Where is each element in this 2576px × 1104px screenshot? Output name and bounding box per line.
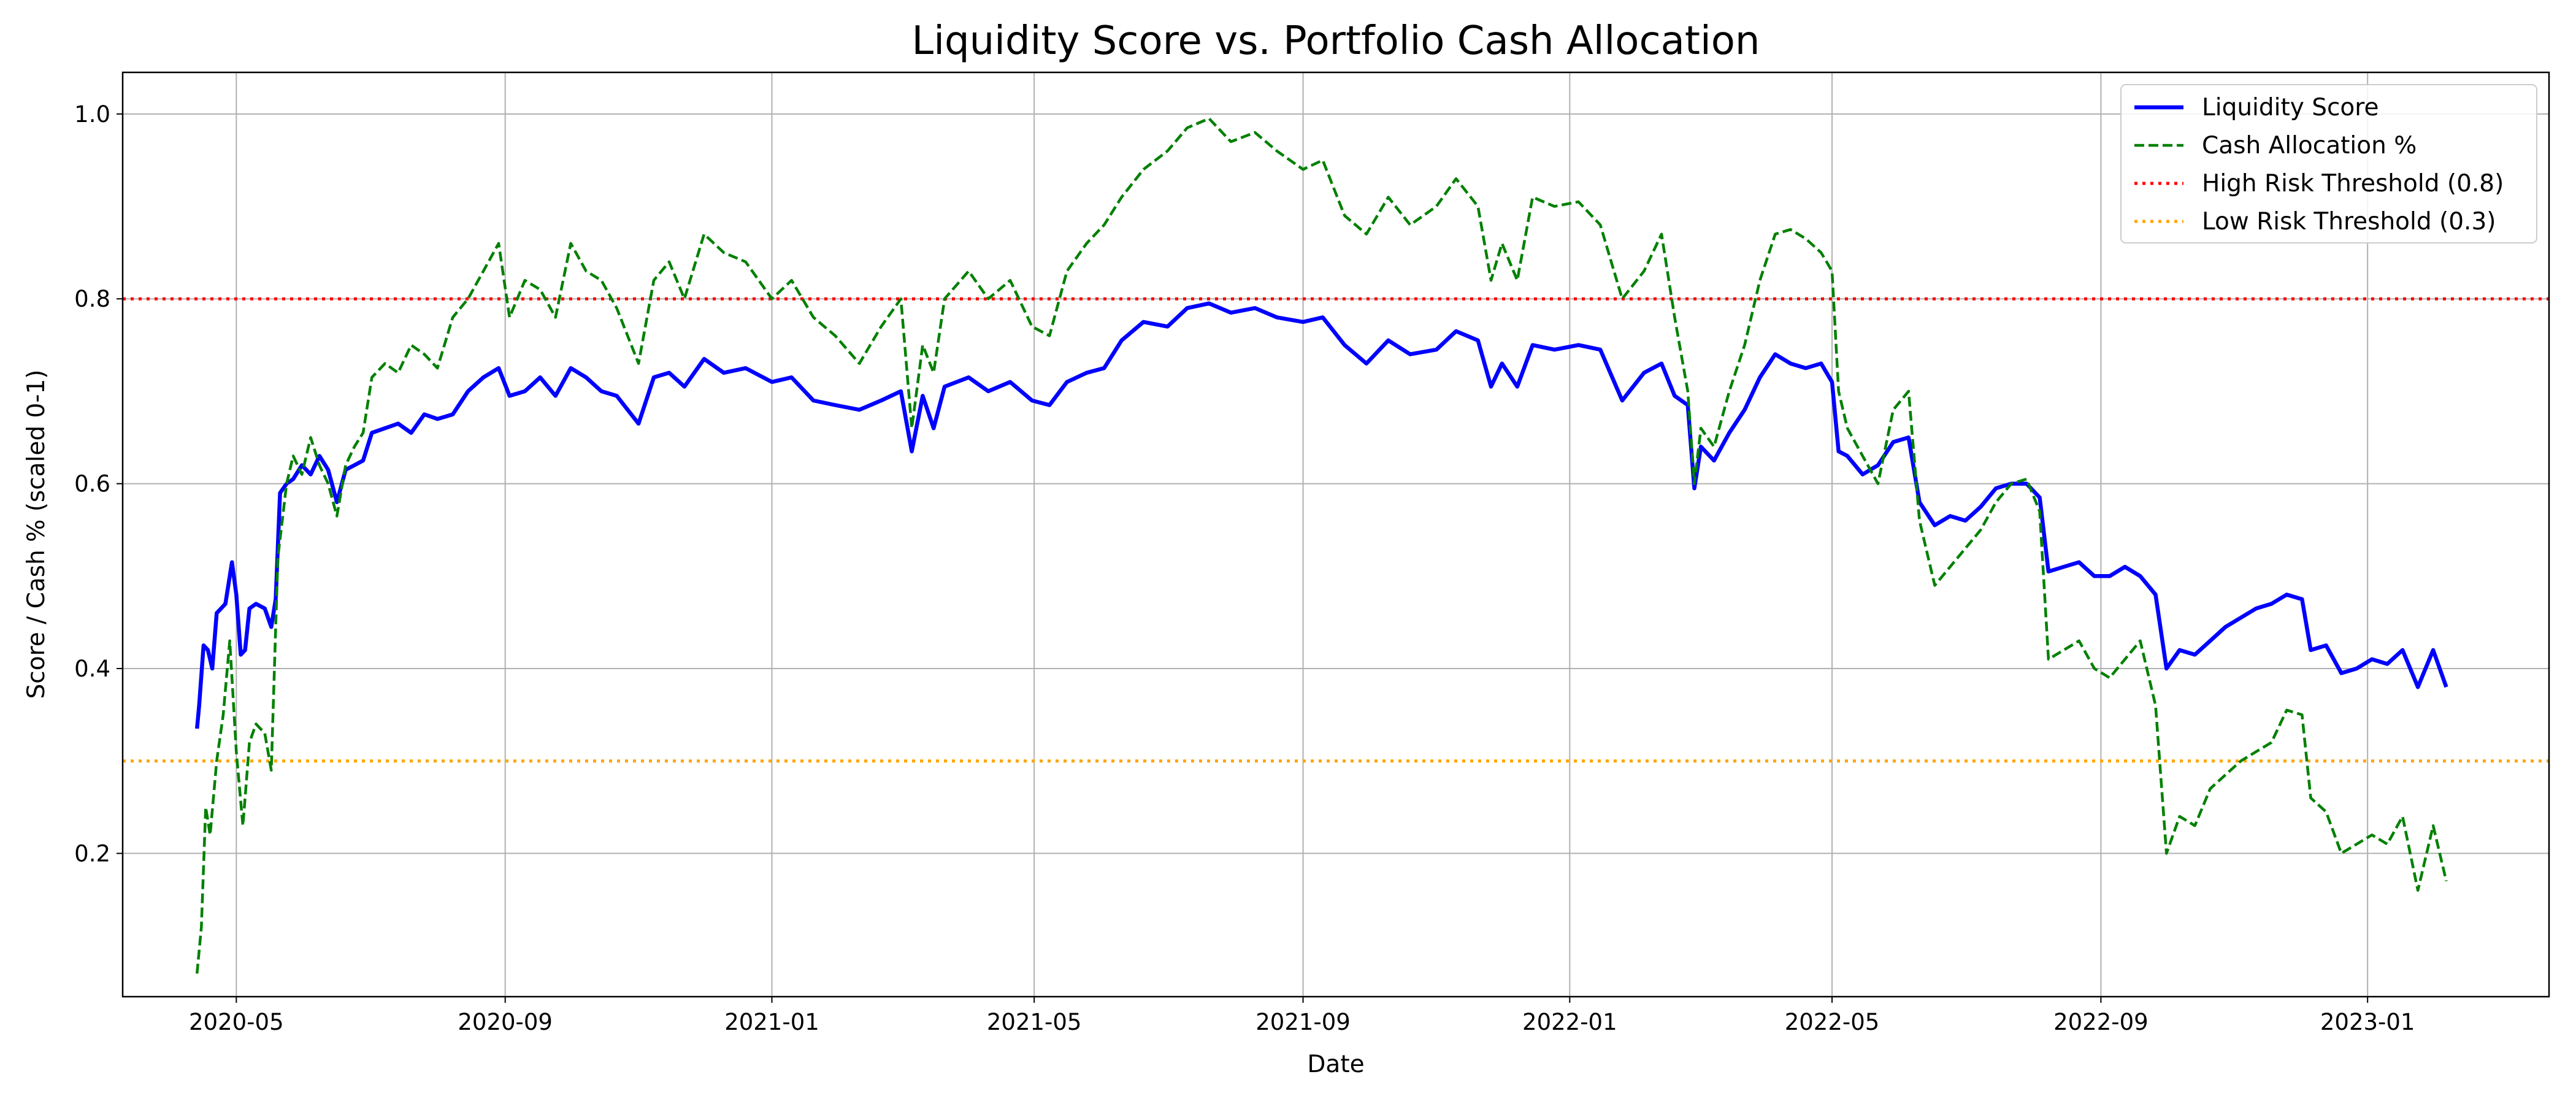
x-axis-label: Date [1307, 1051, 1364, 1078]
x-tick-label: 2022-01 [1522, 1009, 1617, 1035]
cash-allocation-line [195, 117, 2448, 974]
chart-title: Liquidity Score vs. Portfolio Cash Alloc… [912, 18, 1760, 64]
y-tick-label: 0.8 [74, 286, 110, 312]
x-axis: 2020-05 2020-09 2021-01 2021-05 2021-09 2022-… [189, 997, 2415, 1035]
x-tick-label: 2020-09 [458, 1009, 553, 1035]
series-lines [194, 117, 2448, 974]
x-tick-label: 2021-09 [1255, 1009, 1351, 1035]
legend-label: Liquidity Score [2202, 94, 2379, 121]
x-tick-label: 2020-05 [189, 1009, 284, 1035]
y-axis: 0.2 0.4 0.6 0.8 1.0 [74, 101, 123, 867]
plot-frame [121, 71, 2550, 998]
x-tick-label: 2021-05 [987, 1009, 1082, 1035]
legend-label: Cash Allocation % [2202, 132, 2417, 159]
legend-label: Low Risk Threshold (0.3) [2202, 208, 2496, 236]
legend-box [2120, 84, 2537, 243]
x-tick-label: 2023-01 [2320, 1009, 2415, 1035]
y-tick-label: 0.4 [74, 656, 110, 682]
liquidity-score-line [194, 301, 2448, 729]
x-tick-label: 2021-01 [724, 1009, 819, 1035]
y-axis-label: Score / Cash % (scaled 0-1) [23, 370, 50, 699]
y-tick-label: 0.2 [74, 840, 110, 867]
legend: Liquidity Score Cash Allocation % High Ris… [2120, 84, 2537, 243]
x-tick-label: 2022-05 [1785, 1009, 1880, 1035]
threshold-lines [123, 297, 2549, 763]
x-tick-label: 2022-09 [2053, 1009, 2149, 1035]
y-tick-label: 0.6 [74, 471, 110, 497]
y-tick-label: 1.0 [74, 101, 110, 128]
legend-label: High Risk Threshold (0.8) [2202, 170, 2504, 197]
